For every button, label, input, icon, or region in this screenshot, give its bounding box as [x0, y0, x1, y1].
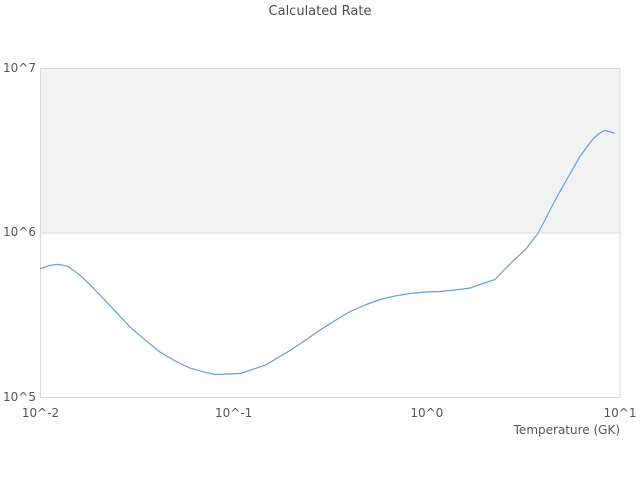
chart-title: Calculated Rate [268, 4, 372, 19]
rate-curve [39, 129, 615, 376]
x-tick-label: 10^0 [410, 406, 444, 420]
x-tick-label: 10^1 [603, 406, 637, 420]
y-tick-label: 10^7 [3, 60, 36, 75]
y-tick-label: 10^5 [3, 389, 36, 404]
x-tick-label: 10^-1 [215, 406, 253, 420]
band-region [40, 68, 620, 233]
x-tick-label: 10^-2 [21, 406, 60, 420]
plot-border [40, 68, 621, 398]
x-axis-label: Temperature (GK) [513, 423, 620, 437]
y-tick-label: 10^6 [3, 225, 36, 239]
